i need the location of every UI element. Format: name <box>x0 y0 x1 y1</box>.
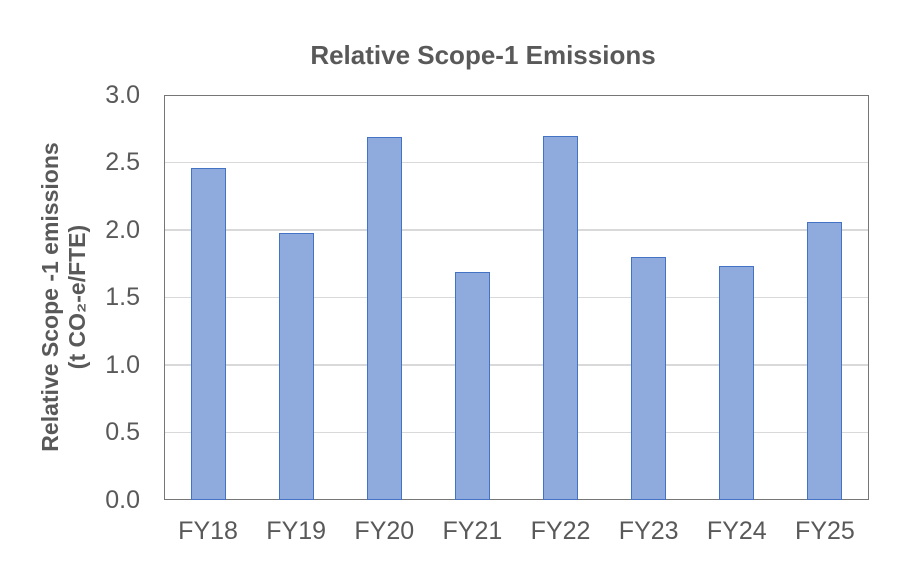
x-axis-tick-label: FY20 <box>354 517 415 545</box>
gridline <box>165 229 868 231</box>
y-axis-tick-label: 1.0 <box>105 350 140 379</box>
x-axis-tick-label: FY19 <box>266 517 327 545</box>
x-axis-tick-label: FY23 <box>618 517 679 545</box>
bar-fy20 <box>366 136 402 500</box>
bar-fy23 <box>631 257 667 500</box>
x-axis-tick-label: FY21 <box>442 517 503 545</box>
y-axis-tick-label: 2.0 <box>105 215 140 244</box>
bar-fy19 <box>278 232 314 500</box>
y-axis-tick-label: 1.5 <box>105 283 140 311</box>
bar-fy25 <box>807 221 843 500</box>
y-axis-tick-label: 0.0 <box>105 485 140 514</box>
y-axis-tick-label: 3.0 <box>105 80 140 109</box>
bar-fy21 <box>454 271 490 500</box>
gridline <box>165 161 868 164</box>
bar-fy22 <box>543 135 579 500</box>
x-axis-tick-label: FY24 <box>706 517 767 545</box>
x-axis-tick-label: FY25 <box>795 517 855 545</box>
y-axis-tick-label: 0.5 <box>105 418 140 446</box>
gridline <box>165 431 868 434</box>
x-axis-tick-label: FY18 <box>178 517 238 545</box>
gridline <box>165 296 868 299</box>
chart-title: Relative Scope-1 Emissions <box>310 40 656 70</box>
bar-fy18 <box>190 167 226 500</box>
x-axis-tick-label: FY22 <box>530 517 591 545</box>
bar-fy24 <box>719 266 755 500</box>
gridline <box>165 364 868 366</box>
y-axis-tick-label: 2.5 <box>105 148 140 176</box>
